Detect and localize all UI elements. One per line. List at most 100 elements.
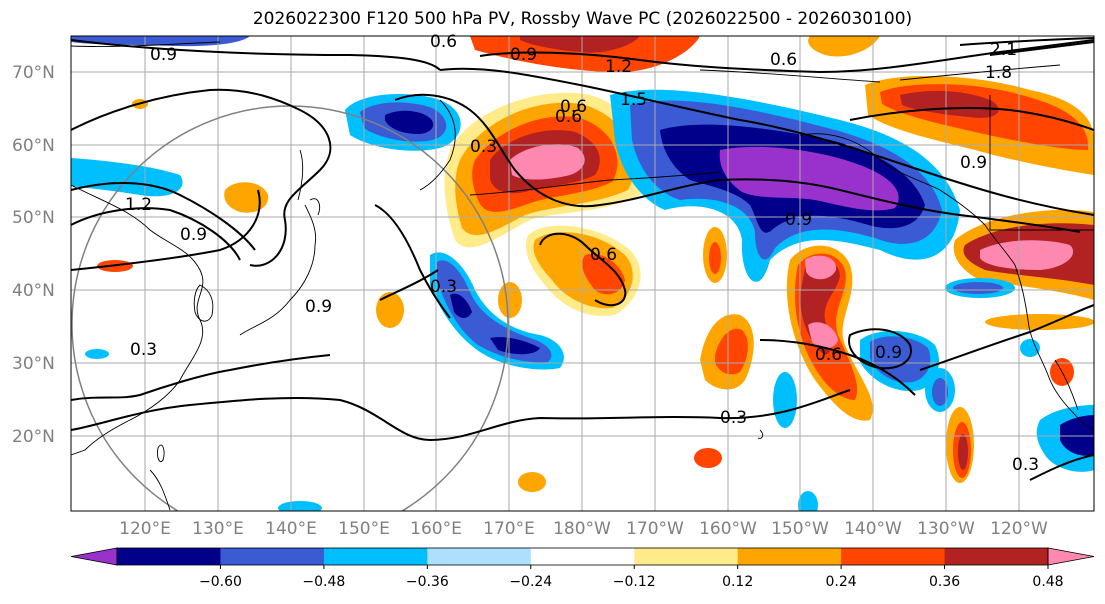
hawaii — [757, 429, 764, 439]
colorbar-segment — [427, 548, 532, 565]
lat-label-70n: 70°N — [12, 63, 55, 83]
contour-label-14: 0.9 — [305, 297, 332, 317]
positive-anomaly-arctic-dark — [520, 36, 640, 53]
positive-anomaly-east-pacific-core1 — [805, 255, 837, 280]
colorbar-extend-min — [70, 547, 118, 566]
contour-label-12: 0.6 — [590, 245, 617, 265]
pv-contour-15 — [759, 339, 916, 396]
negative-blob-2-inner — [932, 378, 948, 406]
pv-contour-2 — [71, 189, 261, 271]
contour-label-22: 2.1 — [990, 40, 1017, 60]
positive-blob-8 — [518, 472, 546, 492]
colorbar-tick-label: 0.36 — [929, 574, 960, 590]
positive-anomaly-nw-pacific-peak — [510, 144, 585, 180]
colorbar-segment — [944, 548, 1049, 565]
pv-contour-5 — [71, 207, 241, 261]
contour-label-23: 1.8 — [985, 63, 1012, 83]
taiwan — [157, 444, 165, 463]
pv-contour-8 — [439, 67, 1094, 216]
negative-anomaly-arctic — [71, 36, 250, 47]
colorbar-segment — [530, 548, 635, 565]
map-title: 2026022300 F120 500 hPa PV, Rossby Wave … — [252, 9, 913, 29]
negative-blob-1 — [773, 372, 797, 428]
lon-label-120w: 120°W — [990, 519, 1048, 539]
positive-blob-4 — [376, 292, 404, 328]
pv-contour-13 — [379, 269, 439, 301]
contour-label-10: 1.2 — [125, 195, 152, 215]
lon-label-170w: 170°W — [626, 519, 684, 539]
contour-label-9: 0.9 — [960, 153, 987, 173]
positive-anomaly-arctic-east — [808, 36, 880, 57]
contour-label-20: 0.3 — [1012, 455, 1039, 475]
colorbar-segment — [737, 548, 842, 565]
contour-label-18: 0.6 — [560, 97, 587, 117]
positive-blob-9 — [985, 314, 1094, 330]
negative-anomaly-subtropical-trough-core — [450, 293, 540, 355]
north-america-coast — [1014, 264, 1094, 431]
lon-label-130w: 130°W — [917, 519, 975, 539]
lat-label-50n: 50°N — [12, 208, 55, 228]
pv-contour-9 — [71, 39, 441, 71]
pv-contour-6 — [71, 182, 256, 251]
contour-label-19: 0.3 — [720, 408, 747, 428]
contour-label-16: 0.3 — [130, 340, 157, 360]
lon-label-140w: 140°W — [844, 519, 902, 539]
colorbar-tick-label: 0.12 — [722, 574, 753, 590]
baja-california — [1054, 359, 1079, 411]
contour-label-21: 0.9 — [785, 210, 812, 230]
colorbar-tick-label: −0.24 — [509, 574, 552, 590]
positive-blob-3 — [498, 282, 522, 318]
kamchatka — [419, 99, 456, 191]
negative-anomaly-subtropical-trough-inner — [437, 260, 552, 363]
positive-anomaly-alaska-core — [900, 90, 999, 118]
contour-label-7: 0.6 — [770, 50, 797, 70]
contour-label-15: 0.6 — [815, 345, 842, 365]
pv-contour-16 — [919, 304, 1094, 371]
colorbar-segment — [323, 548, 428, 565]
colorbar-extend-max — [1047, 547, 1095, 566]
alaska-coast — [799, 133, 1016, 266]
colorbar-tick-label: −0.36 — [406, 574, 449, 590]
lon-label-170e: 170°E — [483, 519, 535, 539]
positive-anomaly-central-pacific-core — [582, 253, 625, 295]
lon-label-150e: 150°E — [338, 519, 390, 539]
lon-label-140e: 140°E — [265, 519, 317, 539]
arctic-coast — [71, 41, 1061, 83]
positive-anomaly-japan — [224, 182, 269, 213]
latitude-labels: 70°N 60°N 50°N 40°N 30°N 20°N — [12, 63, 55, 447]
negative-blob-4 — [278, 501, 322, 511]
negative-anomaly-gulf-of-alaska-core — [719, 146, 899, 211]
pv-contour-7 — [394, 93, 1081, 233]
pv-contour-4 — [71, 389, 851, 442]
lat-label-40n: 40°N — [12, 281, 55, 301]
contour-label-3: 0.9 — [510, 45, 537, 65]
colorbar — [70, 547, 1095, 566]
colorbar-frame — [116, 547, 1049, 566]
colorbar-tick-label: −0.60 — [199, 574, 242, 590]
lat-label-30n: 30°N — [12, 354, 55, 374]
contour-label-4: 1.2 — [605, 57, 632, 77]
contour-label-13: 0.3 — [430, 277, 457, 297]
lon-label-150w: 150°W — [771, 519, 829, 539]
positive-blob-2-core — [958, 434, 968, 470]
contour-label-2: 0.9 — [150, 45, 177, 65]
colorbar-segment — [117, 548, 221, 565]
contour-label-1: 0.6 — [430, 32, 457, 52]
pv-contour-19 — [959, 37, 1094, 46]
sakhalin — [297, 149, 304, 201]
colorbar-tick-label: −0.12 — [613, 574, 656, 590]
colorbar-segment — [634, 548, 739, 565]
pv-contour-17 — [1029, 454, 1094, 481]
positive-blob-1-inner — [709, 242, 721, 274]
positive-anomaly-west-us-core — [980, 240, 1074, 270]
pv-contour-3 — [71, 354, 331, 401]
longitude-labels: 120°E 130°E 140°E 150°E 160°E 170°E 180°… — [119, 519, 1048, 539]
pv-contour-10 — [479, 39, 1094, 74]
colorbar-tick-label: 0.48 — [1032, 574, 1063, 590]
pv-contours — [71, 37, 1094, 481]
aleutians — [469, 171, 721, 196]
philippines — [149, 469, 171, 511]
pv-contour-12 — [374, 204, 451, 319]
map-frame — [70, 35, 1095, 512]
